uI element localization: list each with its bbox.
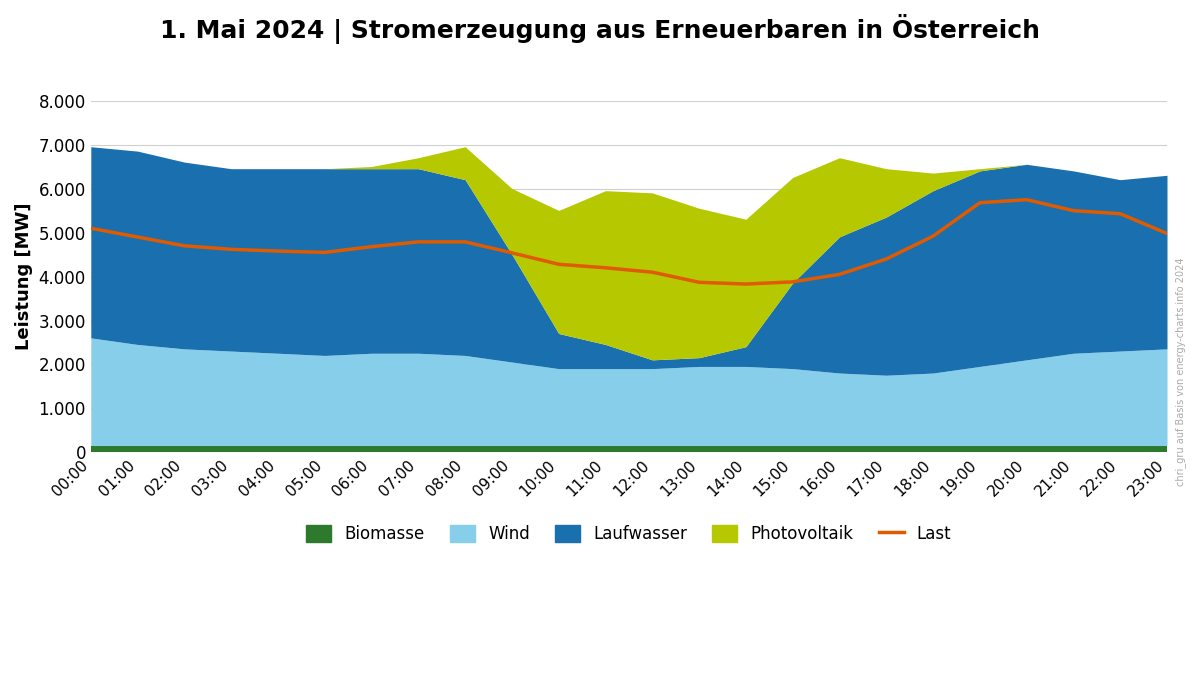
Text: chri_gru auf Basis von energy-charts.info 2024: chri_gru auf Basis von energy-charts.inf… bbox=[1175, 258, 1186, 486]
Text: 1. Mai 2024 | Stromerzeugung aus Erneuerbaren in Österreich: 1. Mai 2024 | Stromerzeugung aus Erneuer… bbox=[160, 14, 1040, 43]
Y-axis label: Leistung [MW]: Leistung [MW] bbox=[14, 203, 32, 350]
Legend: Biomasse, Wind, Laufwasser, Photovoltaik, Last: Biomasse, Wind, Laufwasser, Photovoltaik… bbox=[300, 518, 958, 550]
